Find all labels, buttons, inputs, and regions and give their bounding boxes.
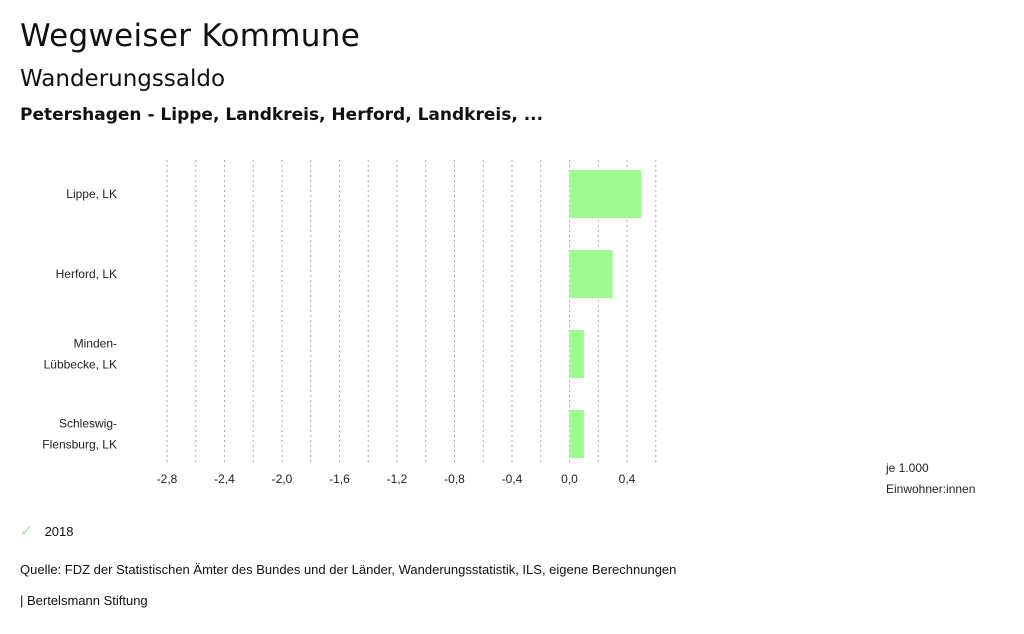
x-tick-label: 0,0 [561,472,578,486]
category-label: Lübbecke, LK [44,358,117,372]
category-label: Herford, LK [56,267,117,281]
chart-subtitle: Wanderungssaldo [20,66,226,92]
x-tick-label: -1,6 [329,472,350,486]
region-selection[interactable]: Petershagen - Lippe, Landkreis, Herford,… [20,105,544,125]
category-labels: Lippe, LK Herford, LK Minden- Lübbecke, LK S… [42,187,117,452]
bar-3 [569,410,584,458]
x-tick-label: -0,4 [502,472,523,486]
x-tick-label: 0,4 [619,472,636,486]
x-tick-label: -2,8 [157,472,178,486]
category-label: Minden- [74,337,117,351]
x-tick-label: -1,2 [387,472,408,486]
legend-label-2018[interactable]: 2018 [44,523,74,539]
category-label: Flensburg, LK [42,438,117,452]
check-icon[interactable]: ✓ [20,523,33,540]
unit-label-line-2: Einwohner:innen [886,482,975,496]
bars [569,170,642,458]
x-tick-label: -2,4 [214,472,235,486]
bar-2 [569,330,584,378]
source-note: Quelle: FDZ der Statistischen Ämter des … [20,562,677,577]
x-tick-label: -2,0 [272,472,293,486]
legend[interactable]: ✓ 2018 [20,522,74,540]
bar-1 [569,250,613,298]
category-label: Lippe, LK [66,187,117,201]
page-title: Wegweiser Kommune [20,18,361,54]
x-axis-tick-labels: -2,8 -2,4 -2,0 -1,6 -1,2 -0,8 -0,4 0,0 0,4 [157,472,636,486]
bar-chart: Lippe, LK Herford, LK Minden- Lübbecke, LK S… [42,160,975,496]
x-tick-label: -0,8 [444,472,465,486]
bar-0 [569,170,642,218]
brand-footer: | Bertelsmann Stiftung [20,593,148,608]
unit-label-line-1: je 1.000 [885,461,929,475]
category-label: Schleswig- [59,417,117,431]
